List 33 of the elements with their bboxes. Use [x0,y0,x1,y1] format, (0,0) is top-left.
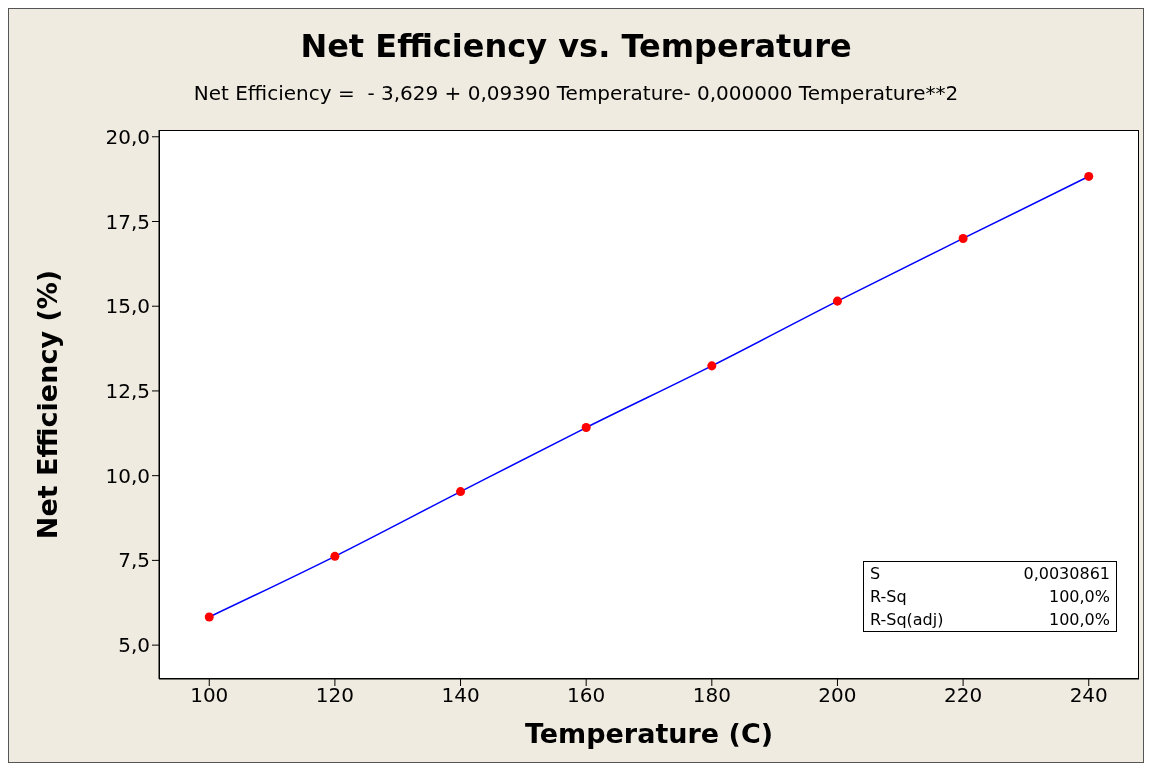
x-tick-label: 120 [315,683,354,708]
chart-subtitle: Net Efficiency = - 3,629 + 0,09390 Temperature- 0,000000 Temperature**2 [192,81,960,105]
annotation: 100,0% [1048,586,1111,608]
x-axis-title: Temperature (C) [524,718,774,749]
point [707,361,717,371]
x-tick-label: 200 [818,683,857,708]
point [958,233,968,243]
y-tick-label: 5,0 [118,633,150,658]
point [204,612,214,622]
annotation: S [869,563,882,585]
point [581,423,591,433]
x-tick-label: 140 [441,683,480,708]
chart-title: Net Efficiency vs. Temperature [299,27,853,65]
y-tick-label: 10,0 [105,463,150,488]
x-tick-label: 240 [1069,683,1108,708]
annotation: 0,0030861 [1022,563,1111,585]
point [330,551,340,561]
annotation: R-Sq(adj) [869,609,945,631]
x-tick-label: 180 [692,683,731,708]
point [832,296,842,306]
y-tick-label: 15,0 [105,294,150,319]
x-tick-label: 160 [567,683,606,708]
x-tick-label: 100 [190,683,229,708]
y-tick-label: 12,5 [105,379,150,404]
x-tick-label: 220 [944,683,983,708]
y-tick-label: 20,0 [105,124,150,149]
annotation: R-Sq [869,586,908,608]
y-tick-label: 7,5 [118,548,150,573]
y-tick-label: 17,5 [105,209,150,234]
point [456,487,466,497]
y-axis-title: Net Efficiency (%) [31,269,63,540]
annotation: 100,0% [1048,609,1111,631]
point [1084,171,1094,181]
